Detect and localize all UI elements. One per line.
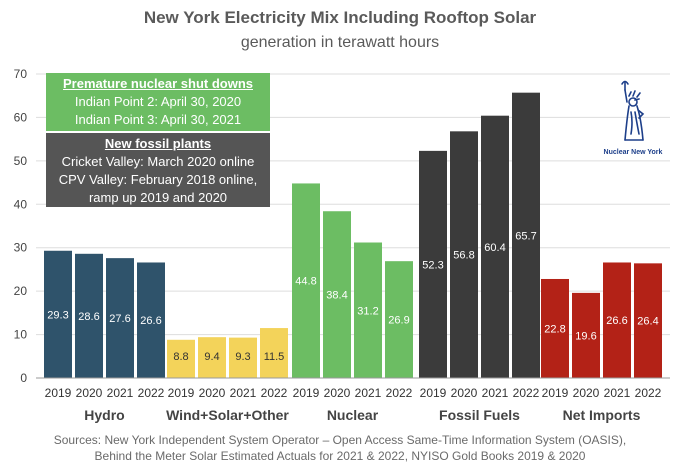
category-label: Nuclear [327,407,379,423]
fossil-annotation-line: CPV Valley: February 2018 online, [58,172,258,187]
bar [198,337,226,378]
fossil-annotation-line: Cricket Valley: March 2020 online [61,154,255,169]
bar-value-label: 56.8 [453,250,474,262]
bar [481,115,509,378]
bar-chart: 0 10 20 30 40 50 60 70 29.3 2019 28.6 2020 27.6 2021 2… [14,67,670,423]
year-tick-label: 2022 [635,386,662,400]
y-tick-label: 30 [14,241,28,255]
category-label: Hydro [84,407,124,423]
bar-value-label: 44.8 [295,276,316,288]
year-tick-label: 2021 [230,386,257,400]
sources-note: Sources: New York Independent System Ope… [0,432,680,464]
bar-value-label: 26.6 [606,315,627,327]
y-tick-label: 40 [14,197,28,211]
bar-value-label: 28.6 [78,311,99,323]
bar-value-label: 38.4 [326,290,347,302]
bar-value-label: 11.5 [264,351,285,363]
nuclear-annotation-line: Indian Point 3: April 30, 2021 [74,112,242,127]
year-tick-label: 2022 [138,386,165,400]
sources-line: Sources: New York Independent System Ope… [53,433,627,447]
year-tick-label: 2020 [324,386,351,400]
chart-title: New York Electricity Mix Including Rooft… [143,8,537,27]
year-tick-label: 2019 [45,386,72,400]
bar-value-label: 27.6 [109,313,130,325]
bar-value-label: 8.8 [173,351,188,363]
bar [354,242,382,378]
bar-value-label: 60.4 [484,242,505,254]
bar [572,292,600,378]
nuclear-annotation-line: Indian Point 2: April 30, 2020 [74,94,242,109]
fossil-annotation-line: ramp up 2019 and 2020 [88,190,228,205]
bar [75,253,103,378]
bar [229,337,257,378]
year-tick-label: 2022 [386,386,413,400]
fossil-plants-annotation: New fossil plants Cricket Valley: March … [46,133,270,207]
bar [323,211,351,378]
year-tick-label: 2020 [76,386,103,400]
bar [137,262,165,378]
y-tick-label: 10 [14,328,28,342]
bar [260,328,288,378]
bar-value-label: 9.4 [204,351,219,363]
bar [541,278,569,378]
category-label: Wind+Solar+Other [166,407,289,423]
year-tick-label: 2022 [261,386,288,400]
year-tick-label: 2019 [542,386,569,400]
year-tick-label: 2022 [513,386,540,400]
year-tick-label: 2021 [355,386,382,400]
year-tick-label: 2021 [107,386,134,400]
bar [292,183,320,378]
y-tick-label: 20 [14,284,28,298]
nuclear-new-york-logo: Nuclear New York [598,78,668,158]
year-tick-label: 2020 [451,386,478,400]
y-tick-label: 0 [20,371,27,385]
bar [167,339,195,378]
year-tick-label: 2019 [168,386,195,400]
chart-subtitle: generation in terawatt hours [240,34,440,51]
nuclear-shutdown-annotation: Premature nuclear shut downs Indian Poin… [46,73,270,131]
logo-caption: Nuclear New York [603,149,663,156]
category-label: Net Imports [563,407,641,423]
year-tick-label: 2020 [199,386,226,400]
bar-value-label: 52.3 [422,259,443,271]
bar [419,150,447,378]
year-tick-label: 2021 [482,386,509,400]
year-tick-label: 2019 [420,386,447,400]
y-tick-label: 50 [14,154,28,168]
bar [44,250,72,378]
bar-value-label: 31.2 [357,305,378,317]
nuclear-annotation-heading: Premature nuclear shut downs [63,76,253,91]
bar [512,92,540,378]
category-label: Fossil Fuels [439,407,520,423]
statue-of-liberty-icon [621,80,645,141]
year-tick-label: 2021 [604,386,631,400]
bar-value-label: 19.6 [575,330,596,342]
year-tick-label: 2019 [293,386,320,400]
bar-value-label: 26.9 [388,315,409,327]
bar [603,262,631,378]
bar [106,258,134,378]
fossil-annotation-heading: New fossil plants [104,136,212,151]
bar [385,261,413,378]
bar-value-label: 29.3 [47,309,68,321]
bar-value-label: 65.7 [515,230,536,242]
bar [634,263,662,378]
bar-value-label: 26.4 [637,316,658,328]
bar-value-label: 9.3 [235,351,250,363]
y-tick-label: 60 [14,110,28,124]
bar-value-label: 26.6 [140,315,161,327]
y-tick-label: 70 [14,67,28,81]
sources-line: Behind the Meter Solar Estimated Actuals… [94,449,586,463]
bar-value-label: 22.8 [544,323,565,335]
year-tick-label: 2020 [573,386,600,400]
bar [450,131,478,378]
